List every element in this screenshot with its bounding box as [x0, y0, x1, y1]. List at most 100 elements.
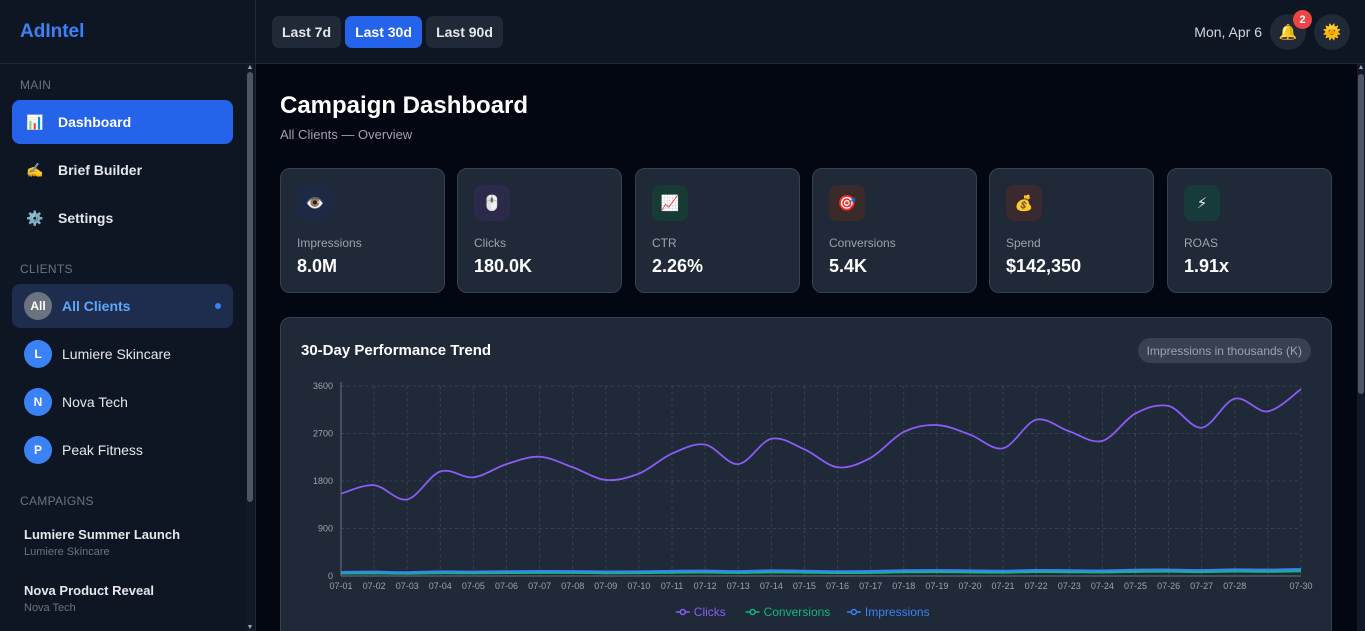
- writing-hand-icon: ✍️: [26, 161, 44, 178]
- scroll-down-icon[interactable]: ▼: [246, 624, 254, 631]
- mouse-icon: 🖱️: [474, 185, 510, 221]
- nav-brief-builder[interactable]: ✍️ Brief Builder: [12, 148, 233, 192]
- kpi-label: ROAS: [1184, 236, 1219, 250]
- range-90d-button[interactable]: Last 90d: [426, 16, 503, 48]
- main-content: Campaign Dashboard All Clients — Overvie…: [256, 64, 1357, 631]
- y-tick-label: 2700: [313, 429, 333, 439]
- brand-name: AdIntel: [20, 20, 85, 42]
- x-tick-label: 07-08: [561, 581, 584, 591]
- kpi-label: CTR: [652, 236, 677, 250]
- x-tick-label: 07-22: [1025, 581, 1048, 591]
- campaign-name: Nova Product Reveal: [24, 583, 155, 598]
- x-tick-label: 07-11: [661, 581, 683, 591]
- brand[interactable]: AdIntel: [0, 0, 255, 64]
- x-tick-label: 07-23: [1058, 581, 1081, 591]
- nav-brief-builder-label: Brief Builder: [58, 162, 143, 178]
- sidebar-scroll-thumb[interactable]: [247, 72, 253, 502]
- client-nova-tech[interactable]: N Nova Tech: [12, 380, 233, 424]
- avatar: P: [24, 436, 52, 464]
- kpi-value: 2.26%: [652, 256, 704, 276]
- x-tick-label: 07-06: [495, 581, 518, 591]
- x-tick-label: 07-28: [1223, 581, 1246, 591]
- client-lumiere-skincare[interactable]: L Lumiere Skincare: [12, 332, 233, 376]
- main-scrollbar[interactable]: ▲: [1357, 64, 1365, 631]
- range-30d-button[interactable]: Last 30d: [345, 16, 422, 48]
- client-label: All Clients: [62, 298, 131, 314]
- x-tick-label: 07-17: [859, 581, 882, 591]
- notification-badge: 2: [1293, 10, 1312, 29]
- x-tick-label: 07-25: [1124, 581, 1147, 591]
- x-tick-label: 07-20: [958, 581, 981, 591]
- kpi-value: 180.0K: [474, 256, 533, 276]
- chart-title: 30-Day Performance Trend: [301, 342, 492, 359]
- client-label: Peak Fitness: [62, 442, 143, 458]
- client-all-clients[interactable]: All All Clients: [12, 284, 233, 328]
- client-label: Nova Tech: [62, 394, 128, 410]
- scroll-up-icon[interactable]: ▲: [246, 64, 254, 71]
- theme-toggle-button[interactable]: 🌞: [1314, 14, 1350, 50]
- kpi-ctr: 📈 CTR 2.26%: [635, 168, 800, 293]
- nav-dashboard[interactable]: 📊 Dashboard: [12, 100, 233, 144]
- x-tick-label: 07-03: [396, 581, 419, 591]
- kpi-impressions: 👁️ Impressions 8.0M: [280, 168, 445, 293]
- nav-settings[interactable]: ⚙️ Settings: [12, 196, 233, 240]
- x-tick-label: 07-16: [826, 581, 849, 591]
- avatar: All: [24, 292, 52, 320]
- clients-section-label: CLIENTS: [20, 262, 73, 276]
- campaign-item[interactable]: Nova Product Reveal Nova Tech: [24, 583, 154, 614]
- chart-unit-badge: Impressions in thousands (K): [1137, 338, 1311, 363]
- kpi-label: Spend: [1006, 236, 1041, 250]
- kpi-spend: 💰 Spend $142,350: [989, 168, 1154, 293]
- x-tick-label: 07-24: [1091, 581, 1114, 591]
- y-tick-label: 1800: [313, 476, 333, 486]
- campaign-name: Lumiere Summer Launch: [24, 527, 181, 542]
- kpi-conversions: 🎯 Conversions 5.4K: [812, 168, 977, 293]
- x-tick-label: 07-10: [627, 581, 650, 591]
- range-7d-button[interactable]: Last 7d: [272, 16, 341, 48]
- lightning-icon: ⚡: [1184, 185, 1220, 221]
- x-tick-label: 07-27: [1190, 581, 1213, 591]
- kpi-label: Impressions: [297, 236, 362, 250]
- kpi-clicks: 🖱️ Clicks 180.0K: [457, 168, 622, 293]
- x-tick-label: 07-19: [925, 581, 948, 591]
- main-section-label: MAIN: [20, 78, 52, 92]
- notifications-button[interactable]: 🔔 2: [1270, 10, 1312, 50]
- sun-icon: 🌞: [1322, 24, 1342, 41]
- performance-line-chart: 0 900 1800 2700 3600 07-01 07-02 07-03 07-04 07-0…: [313, 381, 1313, 619]
- nav-dashboard-label: Dashboard: [58, 114, 132, 130]
- series-line-impressions: [340, 568, 1302, 574]
- x-tick-label: 07-09: [594, 581, 617, 591]
- kpi-value: $142,350: [1006, 256, 1082, 276]
- x-tick-label: 07-07: [528, 581, 551, 591]
- x-tick-label: 07-26: [1157, 581, 1180, 591]
- y-tick-label: 900: [318, 524, 333, 534]
- sidebar-scrollbar[interactable]: ▲ ▼: [246, 64, 254, 631]
- legend-marker: [850, 608, 858, 616]
- x-tick-label: 07-12: [694, 581, 717, 591]
- legend-label: Impressions: [865, 605, 930, 619]
- kpi-value: 1.91x: [1184, 256, 1230, 276]
- bell-icon: 🔔: [1278, 24, 1298, 41]
- x-tick-label: 07-01: [329, 581, 352, 591]
- campaign-item[interactable]: Lumiere Summer Launch Lumiere Skincare: [24, 527, 180, 558]
- x-tick-label: 07-30: [1289, 581, 1312, 591]
- legend-marker: [679, 608, 687, 616]
- current-date: Mon, Apr 6: [1194, 24, 1262, 40]
- target-icon: 🎯: [829, 185, 865, 221]
- series-line-conversions: [340, 570, 1302, 575]
- avatar: L: [24, 340, 52, 368]
- topbar: Last 7d Last 30d Last 90d Mon, Apr 6 🔔 2…: [256, 0, 1365, 64]
- x-tick-label: 07-02: [363, 581, 386, 591]
- y-tick-label: 3600: [313, 381, 333, 391]
- campaigns-section-label: CAMPAIGNS: [20, 494, 94, 508]
- kpi-roas: ⚡ ROAS 1.91x: [1167, 168, 1332, 293]
- main-scroll-thumb[interactable]: [1358, 74, 1364, 394]
- scroll-up-icon[interactable]: ▲: [1357, 64, 1365, 71]
- kpi-value: 8.0M: [297, 256, 338, 276]
- x-tick-label: 07-05: [462, 581, 485, 591]
- page-title: Campaign Dashboard: [280, 92, 529, 119]
- x-tick-label: 07-15: [793, 581, 816, 591]
- campaign-client: Nova Tech: [24, 602, 76, 614]
- avatar: N: [24, 388, 52, 416]
- client-peak-fitness[interactable]: P Peak Fitness: [12, 428, 233, 472]
